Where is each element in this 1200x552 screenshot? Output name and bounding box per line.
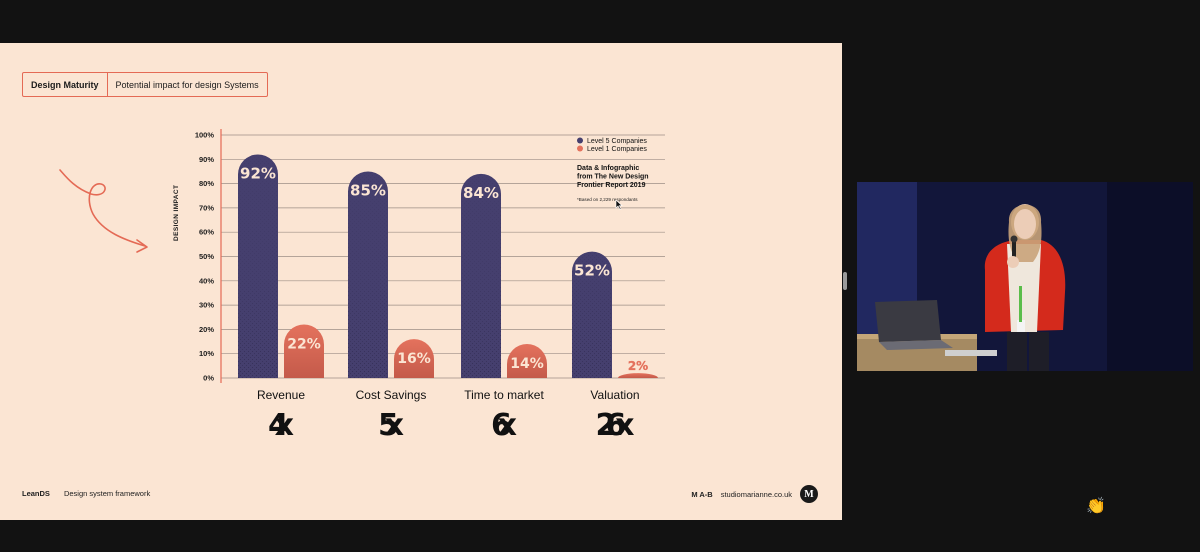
bar-level5-texture xyxy=(572,251,612,378)
bar-label-level5: 84% xyxy=(463,184,499,202)
panel-resize-handle[interactable] xyxy=(843,272,847,290)
slide-tag: Design Maturity Potential impact for des… xyxy=(22,72,268,97)
tag-secondary: Potential impact for design Systems xyxy=(115,79,259,90)
y-tick-label: 100% xyxy=(195,131,215,140)
clapping-hands-icon[interactable]: 👏 xyxy=(1086,498,1106,515)
speaker-video-image xyxy=(857,182,1193,371)
y-tick-label: 80% xyxy=(199,179,214,188)
footer-subtitle: Design system framework xyxy=(63,489,151,498)
slide-footer-right: M A-B studiomarianne.co.uk M xyxy=(691,485,818,503)
category-label: Valuation xyxy=(590,388,639,402)
y-tick-label: 60% xyxy=(199,228,214,237)
footnote: *Based on 2,229 respondants xyxy=(577,197,638,202)
bar-level1 xyxy=(394,339,434,378)
y-tick-label: 0% xyxy=(203,374,214,383)
legend-label: Level 5 Companies xyxy=(587,138,647,145)
category-label: Cost Savings xyxy=(356,388,427,402)
bar-label-level5: 52% xyxy=(574,262,610,280)
design-impact-chart: DESIGN IMPACT 0% 10% 20% 30% 40% 50% 60% 70% 80%… xyxy=(173,129,665,443)
bar-label-level5: 85% xyxy=(350,181,386,199)
multiplier-label: 4x xyxy=(268,408,294,443)
y-tick-label: 10% xyxy=(199,349,214,358)
slide-footer-left: LeanDS Design system framework xyxy=(22,489,150,498)
footer-brand: LeanDS xyxy=(22,489,50,498)
legend-swatch xyxy=(577,137,583,144)
bar-level5-texture xyxy=(348,171,388,378)
y-tick-label: 90% xyxy=(199,155,214,164)
bar-level1 xyxy=(284,324,324,378)
presentation-slide: Design Maturity Potential impact for des… xyxy=(0,43,842,520)
y-axis-label: DESIGN IMPACT xyxy=(173,185,180,241)
bar-level1 xyxy=(618,373,658,378)
mouse-cursor-icon xyxy=(615,200,623,210)
bar-label-level5: 92% xyxy=(240,164,276,182)
speaker-video-feed xyxy=(857,182,1193,371)
y-tick-label: 20% xyxy=(199,325,214,334)
bar-level1 xyxy=(507,343,547,378)
bar-label-level1: 16% xyxy=(397,351,431,367)
multiplier-label: 6x xyxy=(491,408,517,443)
y-tick-label: 50% xyxy=(199,252,214,261)
legend-swatch xyxy=(577,145,583,152)
y-tick-label: 40% xyxy=(199,276,214,285)
bar-level5-texture xyxy=(238,154,278,378)
category-label: Revenue xyxy=(257,388,305,402)
footer-initials: M A-B xyxy=(691,489,713,499)
multiplier-label: 5x xyxy=(378,408,404,443)
multiplier-label: 26x xyxy=(596,408,635,443)
footer-website: studiomarianne.co.uk xyxy=(720,489,792,499)
tag-primary: Design Maturity xyxy=(23,73,108,96)
bar-label-level1: 2% xyxy=(628,359,648,373)
bar-label-level1: 14% xyxy=(510,356,544,372)
studio-logo: M xyxy=(800,485,818,503)
source-note: Data & Infographic from The New Design Fro… xyxy=(577,165,649,189)
y-tick-label: 70% xyxy=(199,203,214,212)
y-tick-label: 30% xyxy=(199,301,214,310)
bar-level5-texture xyxy=(461,173,501,378)
category-label: Time to market xyxy=(464,388,544,402)
bar-label-level1: 22% xyxy=(287,337,321,353)
hand-drawn-arrow-icon xyxy=(59,169,148,253)
legend-label: Level 1 Companies xyxy=(587,146,647,153)
